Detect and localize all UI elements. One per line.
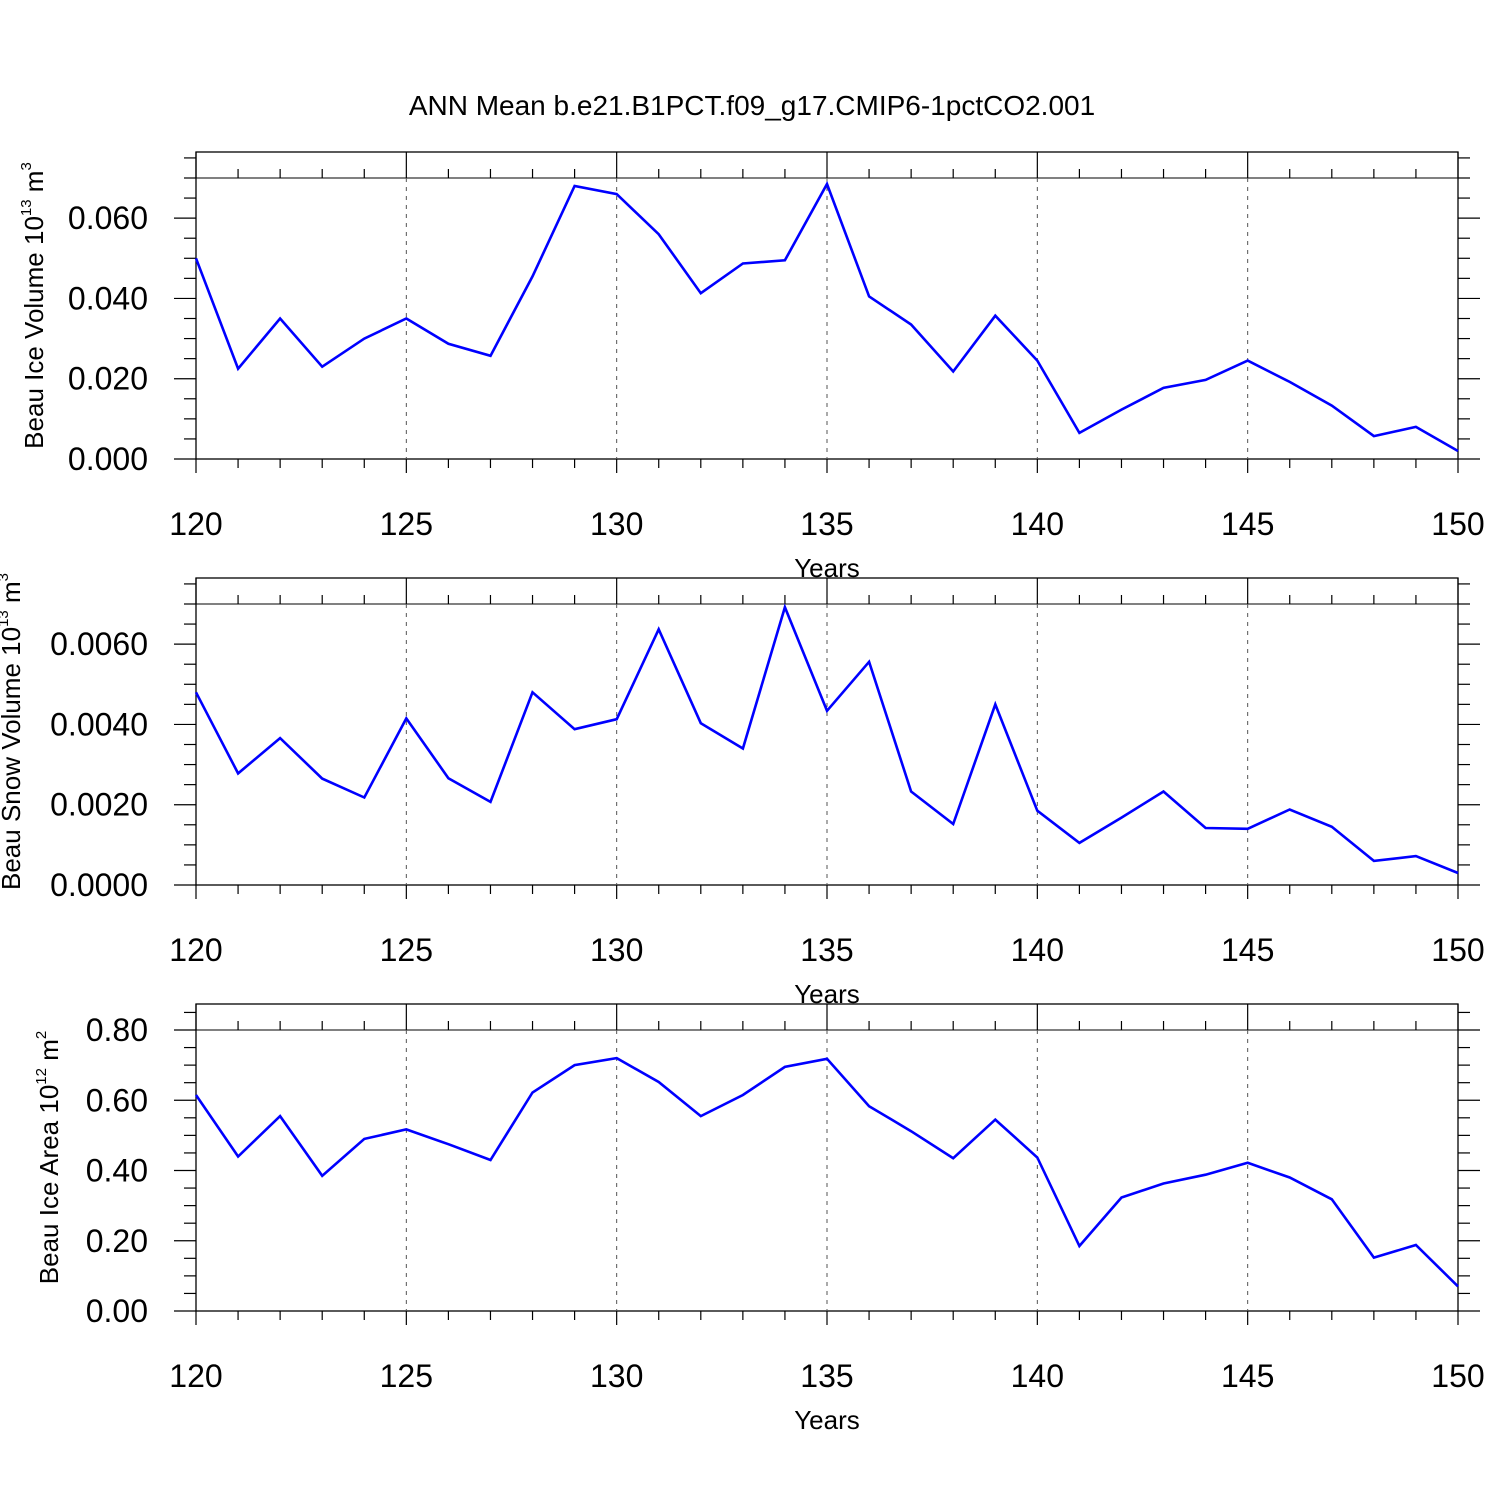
x-tick-label: 130 [590,506,643,542]
y-axis-label-exponent: 13 [18,199,35,216]
series-line-1 [194,180,1459,453]
figure-title: ANN Mean b.e21.B1PCT.f09_g17.CMIP6-1pctC… [409,90,1095,121]
y-axis-label: Beau Ice Area 1012 m2 [33,1031,64,1284]
series-line-1 [194,1056,1459,1288]
x-tick-label: 140 [1011,932,1064,968]
y-axis-label-unit: m [0,581,26,610]
x-tick-label: 125 [380,506,433,542]
x-tick-label: 135 [800,932,853,968]
x-axis-label: Years [794,1405,860,1435]
x-tick-label: 140 [1011,506,1064,542]
x-tick-label: 120 [169,506,222,542]
y-tick-label: 0.60 [86,1082,148,1118]
y-tick-label: 0.020 [68,361,148,397]
y-axis-label-unit: m [34,1039,64,1068]
x-tick-label: 145 [1221,1358,1274,1394]
x-tick-label: 150 [1431,506,1484,542]
x-tick-label: 130 [590,1358,643,1394]
y-axis-label-unit: m [19,171,49,200]
y-axis-label-prefix: Beau Ice Area 10 [34,1085,64,1284]
y-axis-label-exponent: 12 [33,1068,50,1085]
y-axis-label-prefix: Beau Ice Volume 10 [19,216,49,449]
x-tick-label: 145 [1221,506,1274,542]
y-tick-label: 0.20 [86,1223,148,1259]
y-axis-label-unit-exponent: 3 [18,162,35,170]
y-axis-label-exponent: 13 [0,610,12,627]
x-tick-label: 120 [169,932,222,968]
y-tick-label: 0.060 [68,200,148,236]
x-tick-label: 140 [1011,1358,1064,1394]
y-tick-label: 0.80 [86,1012,148,1048]
panel-3: 120 125 130 135 140 145 150 Years 0.00 0.20 0.40 0.… [33,1003,1485,1435]
x-tick-label: 145 [1221,932,1274,968]
y-tick-label: 0.000 [68,441,148,477]
x-tick-label: 130 [590,932,643,968]
y-tick-label: 0.0000 [50,867,148,903]
panel-2: 120 125 130 135 140 145 150Years0.00000.00200.… [0,573,1485,1009]
y-axis-label-prefix: Beau Snow Volume 10 [0,627,26,890]
x-tick-label: 150 [1431,1358,1484,1394]
series-line-1 [194,603,1459,875]
x-tick-label: 120 [169,1358,222,1394]
x-tick-label: 150 [1431,932,1484,968]
y-axis-label-unit-exponent: 2 [33,1031,50,1039]
y-tick-label: 0.00 [86,1293,148,1329]
y-axis-label: Beau Snow Volume 1013 m3 [0,573,26,890]
panels: 120 125 130 135 140 145 150 Years 0.000 0.020 0.04… [0,151,1485,1435]
y-tick-label: 0.40 [86,1153,148,1189]
y-tick-label: 0.0020 [50,787,148,823]
y-tick-label: 0.040 [68,280,148,316]
x-tick-label: 135 [800,1358,853,1394]
x-tick-label: 125 [380,932,433,968]
x-tick-label: 125 [380,1358,433,1394]
y-axis-label: Beau Ice Volume 1013 m3 [18,162,49,449]
y-tick-label: 0.0040 [50,706,148,742]
y-tick-label: 0.0060 [50,626,148,662]
x-tick-label: 135 [800,506,853,542]
panel-1: 120 125 130 135 140 145 150Years0.0000.0200.04… [18,151,1485,583]
y-axis-label-unit-exponent: 3 [0,573,12,581]
